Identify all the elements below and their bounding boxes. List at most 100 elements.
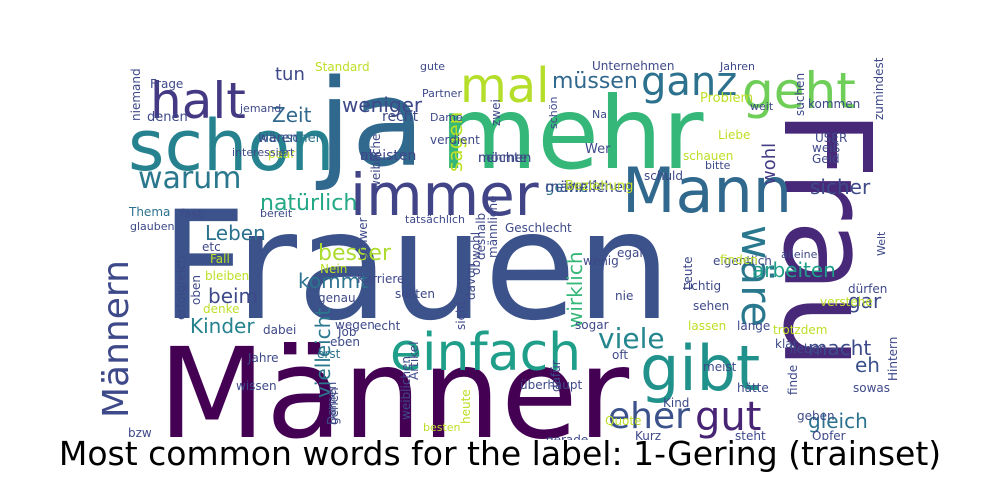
word-mehr: mehr (440, 75, 704, 192)
small-word-jemand: jemand (239, 102, 281, 115)
small-word-schwer: schwer (356, 217, 370, 260)
small-word-eben: eben (330, 335, 360, 349)
small-word-wären: wären (258, 131, 298, 146)
small-word-verdient: verdient (430, 133, 480, 147)
word-leben: Leben (205, 221, 266, 245)
small-word-menschen: Menschen (258, 131, 324, 146)
small-word-männliche: männliche (486, 195, 500, 258)
small-word-alleine: alleine (781, 248, 818, 261)
word-sicher: sicher (810, 175, 871, 199)
word-frau: Frau (756, 110, 895, 369)
small-word-sowas: sowas (853, 381, 890, 395)
small-word-niemand: niemand (129, 68, 143, 121)
word-warum: warum (138, 161, 242, 196)
small-word-echt: echt (374, 319, 401, 333)
word-kommt: kommt (298, 269, 368, 293)
word-geht: geht (742, 62, 856, 120)
word-eh: eh (855, 353, 880, 377)
small-word-lange: lange (737, 319, 770, 333)
small-word-gerne: gerne (545, 178, 588, 196)
small-word-opfer: Opfer (812, 429, 846, 440)
small-word-quote: Quote (605, 414, 641, 428)
small-word-geld: Geld (812, 152, 840, 166)
small-word-lassen: lassen (688, 319, 726, 333)
small-word-eigentlich: eigentlich (713, 254, 772, 268)
small-word-meisten: meisten (360, 148, 416, 164)
word-zeit: Zeit (272, 103, 312, 127)
small-word-problem: Problem (700, 91, 753, 106)
small-word-gerade: gerade (546, 433, 588, 440)
word-gar: gar (848, 289, 882, 313)
word-männern: Männern (96, 260, 137, 418)
word-einfach: einfach (390, 323, 581, 383)
small-word-liebe: Liebe (718, 128, 750, 142)
small-word-weiß: weiß (812, 141, 841, 155)
small-word-etc: etc (202, 240, 221, 254)
small-word-hätte: hätte (737, 381, 769, 395)
small-word-glauben: glauben (130, 220, 175, 233)
word-gleich: gleich (808, 409, 868, 433)
small-word-na: Na (592, 108, 607, 121)
small-word-dabei: dabei (263, 323, 296, 337)
small-word-sehen: sehen (693, 299, 729, 313)
small-word-suchen: suchen (793, 73, 807, 116)
small-word-zwei: zwei (489, 99, 503, 126)
word-ganz: ganz (641, 59, 737, 105)
small-word-wenig: wenig (583, 254, 619, 268)
small-word-schuld: schuld (644, 169, 683, 183)
small-word-steht: steht (735, 429, 766, 440)
small-word-beziehung: Beziehung (565, 179, 633, 194)
small-word-erst: erst (317, 347, 341, 361)
small-word-erfolgreich: erfolgreich (174, 256, 188, 320)
small-word-recht: recht (382, 109, 419, 125)
small-word-hintern: Hintern (886, 337, 900, 381)
small-word-wurde: wurde (565, 179, 605, 194)
word-halt: halt (150, 72, 246, 130)
small-word-kommen: kommen (808, 97, 860, 111)
small-word-kurz: Kurz (635, 429, 661, 440)
word-kinder: Kinder (190, 314, 255, 338)
small-word-heute: heute (459, 389, 473, 424)
small-word-finde: finde (786, 365, 800, 395)
small-word-deshalb: deshalb (474, 213, 488, 260)
small-word-gehen: gehen (327, 387, 341, 425)
small-word-dame: Dame (430, 111, 463, 124)
word-beim: beim (208, 284, 258, 308)
small-word-obwohl: obwohl (469, 232, 483, 275)
small-word-karriere: Karriere (357, 272, 404, 286)
small-word-schön: schön (547, 97, 560, 129)
word-besser: besser (318, 241, 392, 266)
small-word-besten: besten (423, 421, 461, 434)
small-word-bleiben: bleiben (205, 269, 249, 283)
small-word-geben: geben (797, 409, 835, 423)
word-macht: macht (808, 336, 871, 360)
small-word-partner: Partner (422, 87, 462, 100)
small-word-leute: Leute (681, 256, 695, 290)
small-word-standard: Standard (315, 60, 370, 74)
small-word-damen: Damen (325, 382, 339, 425)
small-word-jahre: Jahre (247, 351, 279, 365)
small-word-thema: Thema (128, 205, 170, 219)
small-word-interessiert: interessiert (232, 146, 295, 159)
small-word-dafür: dafür (549, 360, 563, 392)
small-word-richtig: richtig (683, 279, 721, 293)
word-gibt: gibt (640, 332, 760, 405)
small-word-artikel: Artikel (407, 342, 421, 380)
chart-title: Most common words for the label: 1-Gerin… (58, 434, 942, 473)
small-word-kind: Kind (663, 396, 689, 410)
small-word-fall: Fall (210, 252, 230, 266)
word-natürlich: natürlich (260, 191, 357, 216)
small-word-weibliche: weibliche (369, 134, 383, 190)
small-word-denke: denke (203, 302, 240, 316)
small-word-finden: finden (720, 253, 758, 267)
small-word-verstehe: verstehe (820, 295, 873, 309)
small-word-oben: oben (189, 275, 203, 305)
small-word-bitte: bitte (705, 159, 731, 172)
small-word-denen: denen (147, 110, 188, 125)
word-tun: tun (275, 64, 305, 85)
word-gut: gut (695, 394, 761, 440)
word-vielleicht: vielleicht (311, 308, 335, 398)
small-word-weit: weit (750, 100, 774, 113)
word-mann: Mann (622, 154, 792, 227)
